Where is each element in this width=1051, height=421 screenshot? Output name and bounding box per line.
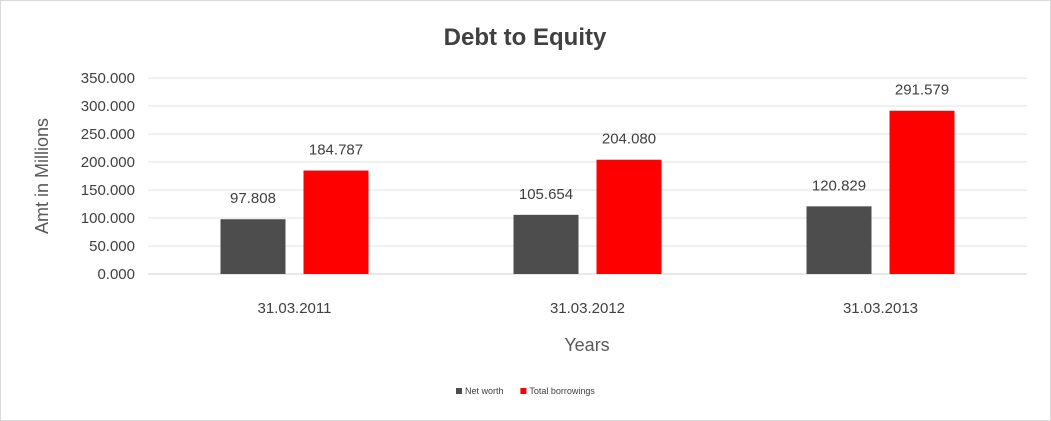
y-tick-label: 150.000 <box>81 182 135 199</box>
gridlines <box>148 77 1027 275</box>
y-tick-label: 50.000 <box>89 238 135 255</box>
y-tick-label: 200.000 <box>81 154 135 171</box>
data-label: 184.787 <box>309 142 363 159</box>
data-labels: 97.808 184.787 105.654 204.080 120.829 291.57… <box>230 82 949 208</box>
chart-title: Debt to Equity <box>444 24 607 51</box>
y-tick-label: 100.000 <box>81 210 135 227</box>
legend-swatch <box>456 388 462 394</box>
data-label: 120.829 <box>812 177 866 194</box>
bar-net-worth <box>220 219 286 274</box>
legend-label: Total borrowings <box>529 386 595 396</box>
bar-total-borrowings <box>303 170 369 274</box>
x-tick-label: 31.03.2011 <box>258 300 332 317</box>
y-tick-label: 350.000 <box>81 70 135 87</box>
x-tick-label: 31.03.2012 <box>550 300 625 317</box>
bar-net-worth <box>806 206 872 274</box>
data-label: 105.654 <box>519 186 573 203</box>
bar-total-borrowings <box>596 159 662 274</box>
y-axis-ticks: 0.000 50.000 100.000 150.000 200.000 250.000 3… <box>81 70 135 283</box>
bar-net-worth <box>513 214 579 274</box>
y-tick-label: 250.000 <box>81 126 135 143</box>
legend: Net worth Total borrowings <box>456 386 595 396</box>
y-axis-title: Amt in Millions <box>32 118 52 234</box>
x-axis-ticks: 31.03.2011 31.03.2012 31.03.2013 <box>258 300 919 317</box>
bars <box>220 110 955 274</box>
bar-total-borrowings <box>889 110 955 274</box>
legend-label: Net worth <box>465 386 504 396</box>
data-label: 291.579 <box>895 82 949 99</box>
data-label: 97.808 <box>230 190 276 207</box>
data-label: 204.080 <box>602 131 656 148</box>
x-tick-label: 31.03.2013 <box>843 300 918 317</box>
x-axis-title: Years <box>564 335 609 355</box>
y-tick-label: 0.000 <box>97 266 135 283</box>
y-tick-label: 300.000 <box>81 98 135 115</box>
legend-swatch <box>520 388 527 394</box>
